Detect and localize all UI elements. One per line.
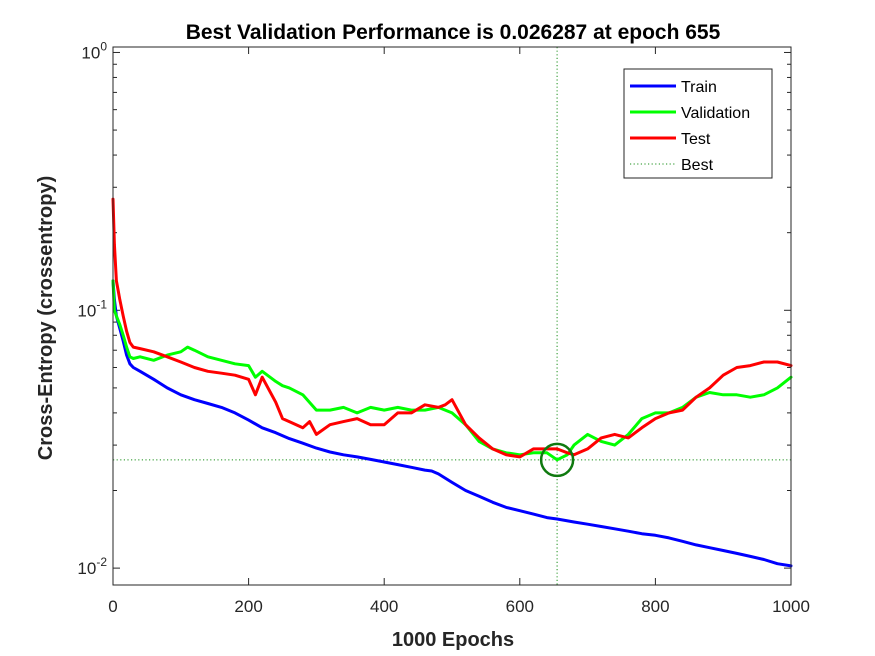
y-axis-label: Cross-Entropy (crossentropy) bbox=[35, 176, 57, 461]
x-tick-label: 400 bbox=[370, 597, 398, 616]
legend-label-test: Test bbox=[681, 131, 711, 148]
x-tick-label: 0 bbox=[108, 597, 117, 616]
plot-border bbox=[112, 46, 792, 586]
best-point-circle bbox=[539, 442, 575, 478]
y-axis-ticks: 10-2 10-1 100 bbox=[77, 39, 791, 578]
series-line-validation bbox=[111, 279, 793, 462]
legend-label-best: Best bbox=[681, 157, 714, 174]
chart-title: Best Validation Performance is 0.026287 … bbox=[186, 21, 721, 44]
legend-label-train: Train bbox=[681, 79, 717, 96]
y-tick-label: 10-1 bbox=[77, 297, 107, 320]
series-line-test bbox=[111, 197, 793, 459]
x-axis-ticks: 0 200 400 600 800 1000 bbox=[108, 47, 810, 616]
x-tick-label: 800 bbox=[641, 597, 669, 616]
best-circle-group bbox=[539, 442, 575, 478]
x-tick-label: 1000 bbox=[772, 597, 810, 616]
legend-label-validation: Validation bbox=[681, 105, 750, 122]
legend: Train Validation Test Best bbox=[623, 68, 773, 179]
y-tick-label: 10-2 bbox=[77, 555, 107, 578]
x-axis-label: 1000 Epochs bbox=[392, 629, 514, 651]
best-markers bbox=[113, 47, 791, 585]
series-group bbox=[111, 197, 793, 568]
x-tick-label: 600 bbox=[506, 597, 534, 616]
series-line-train bbox=[111, 279, 793, 568]
y-tick-label: 100 bbox=[81, 39, 107, 62]
x-tick-label: 200 bbox=[234, 597, 262, 616]
